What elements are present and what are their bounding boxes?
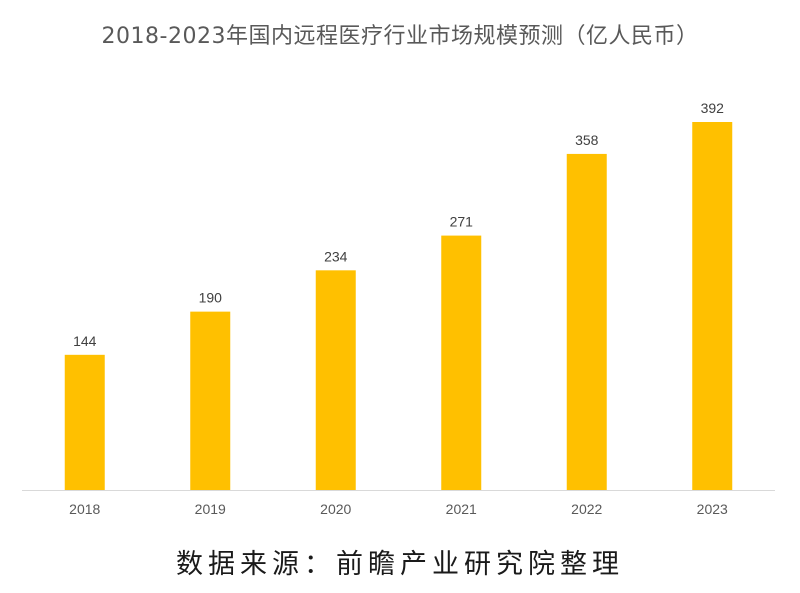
x-tick-label-2018: 2018 bbox=[69, 501, 100, 517]
source-note: 数据来源：前瞻产业研究院整理 bbox=[176, 549, 624, 580]
data-label-2021: 271 bbox=[450, 214, 474, 230]
data-label-2023: 392 bbox=[701, 100, 725, 116]
x-tick-label-2020: 2020 bbox=[320, 501, 351, 517]
x-tick-label-2022: 2022 bbox=[571, 501, 602, 517]
x-tick-label-2019: 2019 bbox=[195, 501, 226, 517]
data-label-2018: 144 bbox=[73, 333, 97, 349]
bar-2021 bbox=[441, 235, 482, 490]
x-tick-label-2023: 2023 bbox=[697, 501, 728, 517]
bar-2019 bbox=[190, 311, 231, 490]
data-label-2020: 234 bbox=[324, 248, 348, 264]
data-label-2019: 190 bbox=[199, 290, 223, 306]
x-tick-label-2021: 2021 bbox=[446, 501, 477, 517]
data-label-2022: 358 bbox=[575, 132, 599, 148]
bar-2018 bbox=[64, 354, 105, 490]
bar-2023 bbox=[692, 122, 733, 490]
chart-title: 2018-2023年国内远程医疗行业市场规模预测（亿人民币） bbox=[101, 24, 699, 49]
bar-2020 bbox=[315, 270, 356, 490]
bar-2022 bbox=[566, 153, 607, 490]
